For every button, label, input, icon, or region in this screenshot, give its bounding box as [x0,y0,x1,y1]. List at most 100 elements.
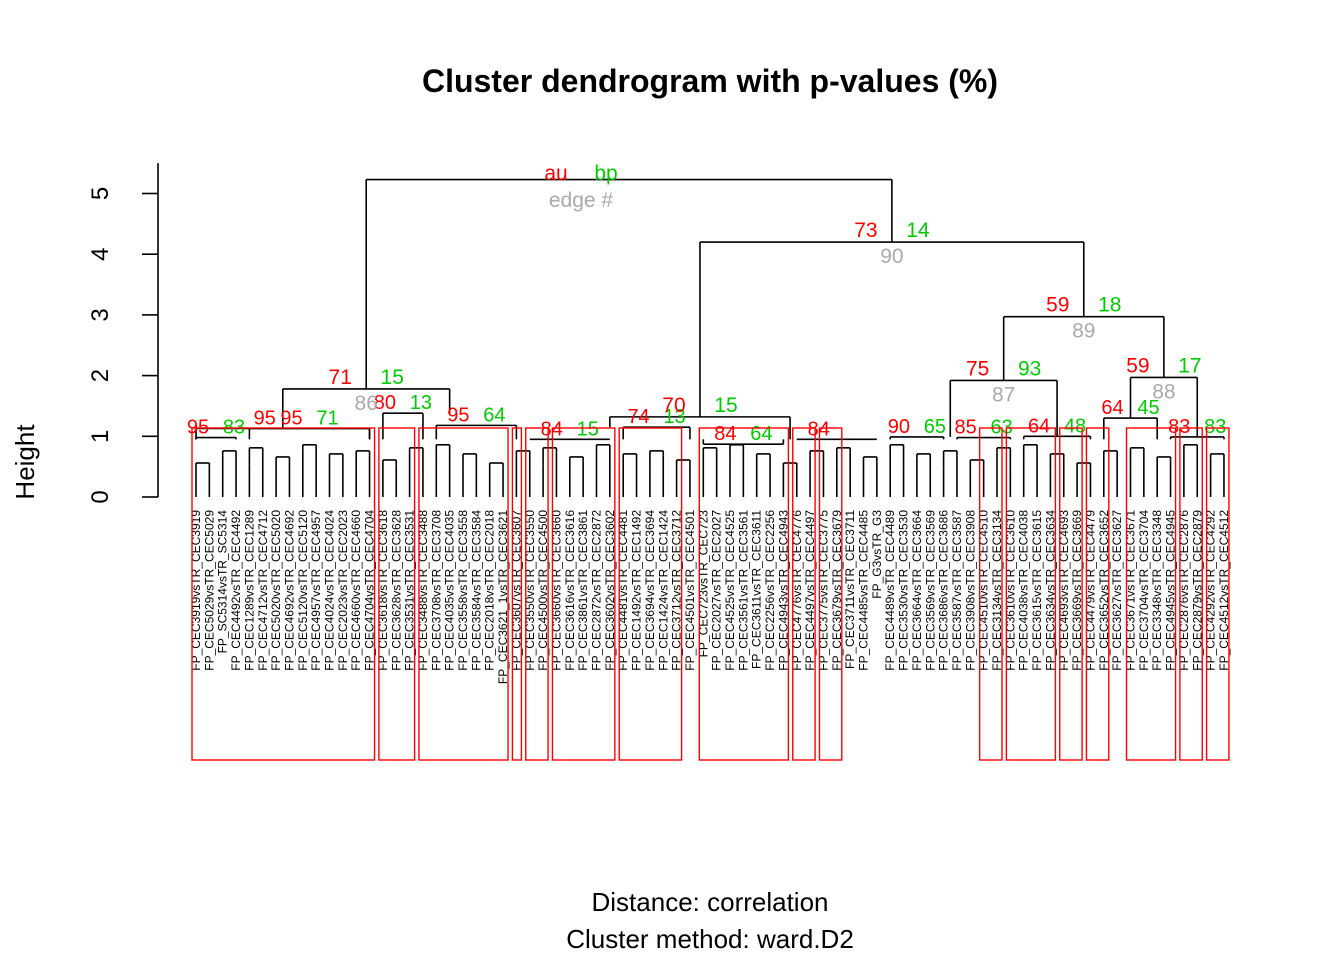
leaf-label: FP_CEC3686vsTR_CEC3686 [937,510,951,671]
leaf-label: FP_CEC1424vsTR_CEC1424 [656,510,670,671]
au-value: 74 [627,406,649,428]
leaf-label: FP_CEC4292vsTR_CEC4292 [1204,510,1218,671]
leaf-label: FP_CEC3610vsTR_CEC3610 [1003,510,1017,671]
au-value: 71 [329,366,352,389]
x-axis-label-distance: Distance: correlation [592,887,829,917]
leaf-label: FP_CEC4035vsTR_CEC4035 [443,510,457,671]
leaf-label: FP_CEC5029vsTR_CEC5029 [202,510,216,671]
edge-number: 86 [355,392,378,415]
leaf-label: FP_CEC3561vsTR_CEC3561 [736,510,750,671]
legend-edge: edge # [549,189,614,212]
leaf-label: FP_CEC3616vsTR_CEC3616 [563,510,577,671]
leaf-label: FP_CEC4525vsTR_CEC4525 [723,510,737,671]
leaf-label: FP_CEC3531vsTR_CEC3531 [403,510,417,671]
cluster-highlight-box [1085,427,1110,761]
x-axis-label-method: Cluster method: ward.D2 [566,924,854,954]
leaf-label: FP_CEC4660vsTR_CEC4660 [349,510,363,671]
y-tick-label: 0 [87,490,114,503]
cluster-highlight-box [1205,427,1230,761]
bp-value: 64 [750,423,772,445]
cluster-highlight-box [978,427,1003,761]
leaf-label: FP_CEC4489vsTR_CEC4489 [883,510,897,671]
au-value: 83 [1168,416,1190,438]
edge-number: 88 [1152,380,1175,403]
cluster-highlight-box [418,427,509,761]
leaf-label: FP_CEC4957vsTR_CEC4957 [309,510,323,671]
bp-value: 15 [381,366,404,389]
cluster-highlight-boxes [191,427,1230,761]
leaf-label: FP_CEC4492vsTR_CEC4492 [229,510,243,671]
leaf-label: FP_CEC1289vsTR_CEC1289 [242,510,256,671]
cluster-highlight-box [1125,427,1177,761]
leaf-label: FP_CEC2023vsTR_CEC2023 [336,510,350,671]
bp-value: 65 [924,416,946,438]
leaf-label: FP_CEC2876vsTR_CEC2876 [1177,510,1191,671]
leaf-label: FP_CEC3660vsTR_CEC3660 [549,510,563,671]
leaf-label: FP_CEC1492vsTR_CEC1492 [630,510,644,671]
au-value: 80 [374,392,396,414]
leaf-label: FP_CEC4704vsTR_CEC4704 [363,510,377,671]
leaf-label: FP_CEC3679vsTR_CEC3679 [830,510,844,671]
leaf-label: FP_CEC4693vsTR_CEC4693 [1057,510,1071,671]
bp-value: 83 [1204,416,1226,438]
au-value: 73 [854,219,877,242]
leaf-label: FP_CEC3618vsTR_CEC3618 [376,510,390,671]
leaf-label: FP_CEC3134vsTR_CEC3134 [990,510,1004,671]
leaf-label: FP_CEC723vsTR_CEC723 [696,510,710,658]
leaf-label: FP_CEC4497vsTR_CEC4497 [803,510,817,671]
bp-value: 64 [483,404,505,426]
au-value: 95 [447,404,469,426]
leaf-label: FP_CEC3611vsTR_CEC3611 [750,510,764,669]
legend-au: au [544,162,567,185]
y-tick-label: 3 [87,308,114,321]
leaf-label: FP_CEC3488vsTR_CEC3488 [416,510,430,671]
au-value: 64 [1028,415,1050,437]
bp-value: 15 [714,394,737,417]
cluster-highlight-box [1059,427,1083,761]
leaf-label: FP_CEC3628vsTR_CEC3628 [389,510,403,671]
leaf-label: FP_CEC5020vsTR_CEC5020 [269,510,283,671]
leaf-label: FP_CEC4943vsTR_CEC4943 [776,510,790,671]
leaf-label: FP_CEC4945vsTR_CEC4945 [1164,510,1178,671]
legend-bp: bp [594,162,617,185]
leaf-label: FP_CEC3615vsTR_CEC3615 [1030,510,1044,671]
leaf-label: FP_CEC2018vsTR_CEC2018 [483,510,497,671]
bp-value: 71 [316,407,338,429]
cluster-highlight-box [551,427,616,761]
leaf-label: FP_CEC5120vsTR_CEC5120 [296,510,310,671]
cluster-highlight-box [792,427,816,761]
leaf-label: FP_CEC3919vsTR_CEC3919 [189,510,203,671]
leaf-label: FP_SC5314vsTR_SC5314 [216,510,230,654]
bp-value: 48 [1064,415,1086,437]
edge-number: 89 [1072,320,1095,343]
au-value: 64 [1101,397,1123,419]
bp-value: 13 [663,406,685,428]
cluster-highlight-box [1005,427,1057,761]
cluster-highlight-box [1179,427,1203,761]
au-value: 90 [888,416,910,438]
y-axis: 0 1 2 3 4 5 [87,163,159,504]
leaf-label: FP_CEC3664vsTR_CEC3664 [910,510,924,671]
leaf-label: FP_CEC4501vsTR_CEC4501 [683,510,697,671]
cluster-highlight-box [818,427,843,761]
leaf-label: FP_CEC3627vsTR_CEC3627 [1110,510,1124,671]
leaf-label: FP_CEC4481vsTR_CEC4481 [616,510,630,671]
leaf-label: FP_CEC3569vsTR_CEC3569 [923,510,937,671]
leaf-label: FP_CEC4485vsTR_CEC4485 [857,510,871,671]
cluster-highlight-box [511,427,523,761]
bp-value: 18 [1098,294,1121,317]
leaf-label: FP_CEC3861vsTR_CEC3861 [576,510,590,671]
leaf-label: FP_CEC2256vsTR_CEC2256 [763,510,777,671]
edge-number: 90 [880,245,903,268]
leaf-label: FP_CEC3587vsTR_CEC3587 [950,510,964,671]
leaf-label: FP_CEC2879vsTR_CEC2879 [1190,510,1204,671]
leaf-label: FP_CEC3908vsTR_CEC3908 [963,510,977,671]
cluster-highlight-box [525,427,549,761]
leaf-label: FP_CEC3584vsTR_CEC3584 [469,510,483,671]
leaf-label: FP_CEC3348vsTR_CEC3348 [1150,510,1164,671]
leaf-label: FP_CEC2027vsTR_CEC2027 [710,510,724,671]
bp-value: 15 [577,418,599,440]
leaf-label: FP_CEC3775vsTR_CEC3775 [816,510,830,671]
cluster-highlight-box [698,427,790,761]
y-tick-label: 2 [87,369,114,382]
